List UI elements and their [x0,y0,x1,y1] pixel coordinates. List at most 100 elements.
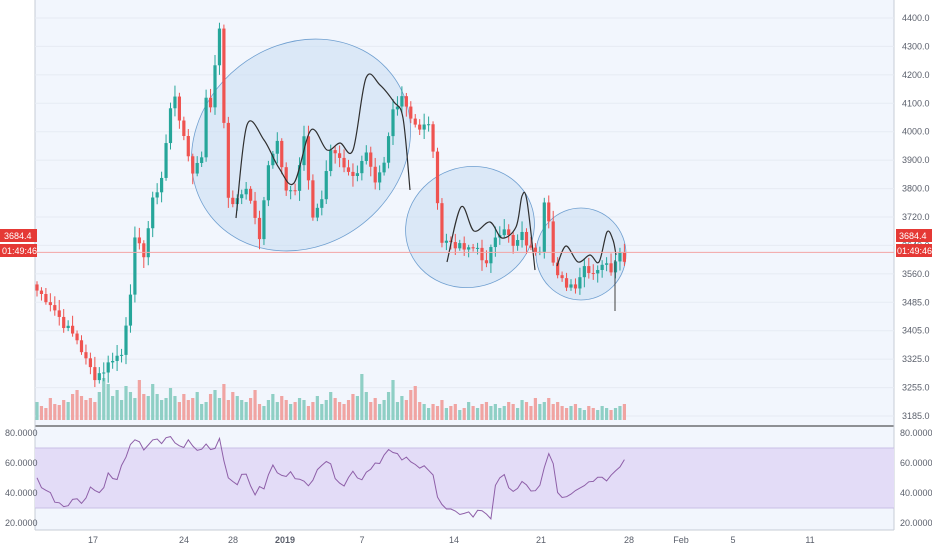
candle-body [151,197,155,229]
candle-body [66,325,70,329]
candle-body [493,237,497,248]
candle-body [471,247,475,249]
volume-bar [516,408,520,420]
candle-body [378,172,382,183]
volume-bar [404,400,408,420]
candle-body [137,237,141,244]
volume-bar [253,390,257,420]
candle-body [249,188,253,201]
candle-body [111,360,115,363]
rsi-line [36,436,625,521]
candle-body [240,194,244,199]
candle-body [587,266,591,274]
volume-bar [79,396,84,420]
price-tick-label: 3255.0 [902,383,930,393]
volume-bar [480,404,484,420]
volume-bar [498,408,502,420]
volume-bar [142,394,146,420]
candle-body [582,266,586,278]
volume-bar [244,402,248,420]
candle-body [226,122,230,198]
volume-bar [75,390,79,420]
volume-bar [137,380,141,420]
volume-bar [97,392,101,420]
candle-body [133,237,137,295]
wave-curve-2 [446,191,536,271]
volume-bar [556,402,560,420]
candle-body [346,167,351,172]
candle-body [320,199,324,208]
volume-bar [271,394,275,420]
volume-bar [382,400,386,420]
candle-body [142,243,146,258]
candle-body [578,277,582,289]
volume-bar [346,400,351,420]
volume-bar [88,398,92,420]
candle-body [458,243,462,249]
volume-bar [511,404,515,420]
candle-body [119,354,124,356]
volume-bar [360,374,364,420]
volume-bar [106,384,110,420]
candle-body [489,247,493,264]
candle-body [386,136,391,163]
candle-body [106,362,110,373]
candle-body [333,150,337,154]
time-tick-label: 2019 [275,535,295,545]
countdown-badge-left-bg [0,244,37,257]
wave-curve-1 [235,73,411,219]
candle-body [355,173,359,176]
candle-body [511,234,515,246]
price-tick-label: 4400.0 [902,13,930,23]
volume-bar [213,390,217,420]
candle-body [177,96,181,121]
volume-bar [364,392,368,420]
candle-body [533,247,537,253]
volume-bar [386,392,391,420]
candle-body [547,202,551,222]
volume-bar [547,398,551,420]
volume-bar [217,398,222,420]
rsi-tick-label-right: 60.0000 [900,458,932,468]
volume-bar [173,396,177,420]
volume-bar [160,400,164,420]
candle-body [391,109,395,137]
volume-bar [533,398,537,420]
volume-bar [124,386,128,420]
volume-bar [355,396,359,420]
candle-body [315,207,319,218]
volume-bar [71,394,75,420]
pattern-ellipses [191,38,627,301]
candle-body [480,247,484,261]
candle-body [217,28,222,66]
candle-body [39,290,44,295]
time-tick-label: Feb [673,535,689,545]
candle-body [400,96,404,107]
volume-bar [493,404,497,420]
candle-body [311,180,315,218]
volume-bar [191,398,195,420]
time-tick-label: 21 [536,535,546,545]
volume-bar [208,394,213,420]
candle-body [409,106,413,119]
price-badge-right-text: 3684.4 [899,231,927,241]
volume-bar [471,406,475,420]
countdown-badge-right-text: 01:49:46 [897,246,932,256]
volume-bar [422,404,426,420]
volume-bar [542,402,546,420]
candle-body [573,284,578,289]
volume-bar [502,406,506,420]
candle-body [324,171,328,200]
rsi-tick-label-right: 20.0000 [900,518,932,528]
volume-bar [35,402,39,420]
volume-bar [587,406,591,420]
rsi-axis-ticks: 80.0000 80.0000 60.0000 60.0000 40.0000 40.00… [5,428,932,528]
rsi-tick-label-left: 20.0000 [5,518,38,528]
volume-bar [391,380,395,420]
candle-body [364,152,368,161]
time-tick-label: 7 [359,535,364,545]
countdown-badge-left-text: 01:49:46 [2,246,37,256]
volume-bar [329,392,333,420]
volume-bar [320,404,324,420]
